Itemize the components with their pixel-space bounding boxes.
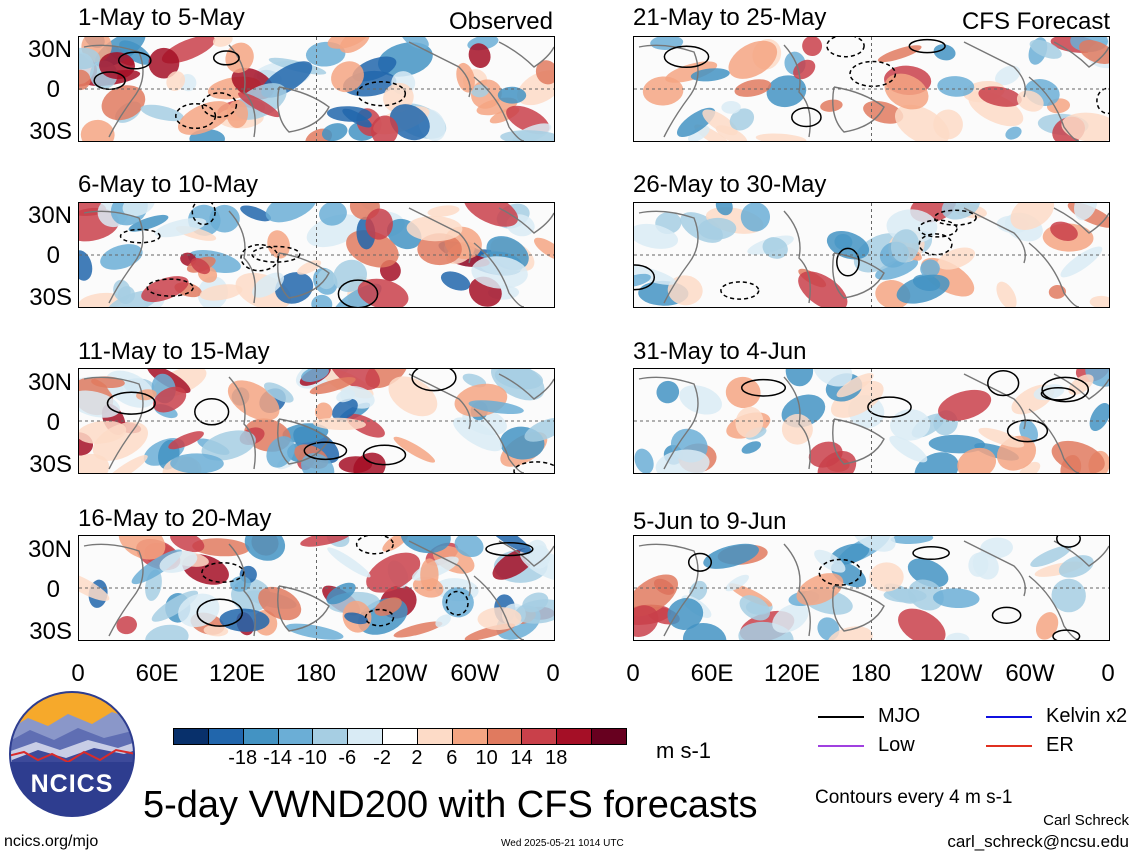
panel-title-4: 16-May to 20-May — [78, 505, 272, 532]
colorbar-tick-label: 2 — [411, 747, 423, 769]
anomaly-map — [634, 37, 1109, 141]
map-panel-forecast-1 — [633, 36, 1110, 142]
contours-note: Contours every 4 m s-1 — [815, 787, 1013, 808]
panel-title-8: 5-Jun to 9-Jun — [633, 508, 787, 535]
xtick: 180 — [850, 660, 892, 687]
colorbar-swatch — [242, 728, 279, 745]
xtick: 0 — [1101, 660, 1115, 687]
author-email[interactable]: carl_schreck@ncsu.edu — [947, 832, 1129, 851]
xtick: 120W — [364, 660, 428, 687]
map-panel-observed-1 — [78, 36, 555, 142]
colorbar-swatch — [347, 728, 384, 745]
anomaly-map — [634, 536, 1109, 640]
xtick: 60W — [1005, 660, 1055, 687]
xtick: 120W — [919, 660, 983, 687]
xtick: 0 — [626, 660, 640, 687]
ytick-30n: 30N — [27, 536, 72, 563]
legend-label-kelvin: Kelvin x2 — [1046, 705, 1128, 727]
logo-text: NCICS — [30, 770, 114, 798]
ytick-30s: 30S — [29, 618, 72, 645]
panel-title-7: 31-May to 4-Jun — [633, 338, 807, 365]
colorbar-tick-label: -18 — [228, 747, 258, 769]
map-panel-forecast-3 — [633, 368, 1110, 474]
panel-title-3: 11-May to 15-May — [78, 338, 270, 365]
timestamp: Wed 2025-05-21 1014 UTC — [501, 838, 624, 849]
colorbar-tick-label: -6 — [338, 747, 357, 769]
colorbar-swatch — [312, 728, 349, 745]
ytick-0: 0 — [46, 409, 60, 436]
map-panel-observed-2 — [78, 202, 555, 308]
colorbar-tick-label: 10 — [475, 747, 498, 769]
colorbar-swatch — [451, 728, 488, 745]
colorbar-swatch — [207, 728, 244, 745]
colorbar — [173, 728, 627, 745]
colorbar-tick-label: -2 — [373, 747, 391, 769]
anomaly-map — [79, 536, 554, 640]
forecast-label: CFS Forecast — [961, 8, 1110, 35]
anomaly-map — [79, 37, 554, 141]
xtick: 60W — [450, 660, 500, 687]
ytick-30s: 30S — [29, 118, 72, 145]
ytick-0: 0 — [46, 576, 60, 603]
xtick: 180 — [295, 660, 337, 687]
legend-label-mjo: MJO — [878, 705, 921, 727]
ytick-30n: 30N — [27, 202, 72, 229]
colorbar-tick-label: 6 — [446, 747, 458, 769]
ncics-logo: NCICS — [8, 690, 136, 818]
ytick-30n: 30N — [27, 369, 72, 396]
ytick-30n: 30N — [27, 36, 72, 63]
colorbar-tick-label: 18 — [545, 747, 568, 769]
xtick: 120E — [763, 660, 821, 687]
legend-line-kelvin — [986, 716, 1032, 718]
colorbar-swatch — [486, 728, 523, 745]
colorbar-swatch — [416, 728, 453, 745]
colorbar-swatch — [556, 728, 593, 745]
legend-line-low — [818, 745, 864, 747]
anomaly-map — [634, 369, 1109, 473]
legend-label-er: ER — [1046, 734, 1074, 756]
map-panel-forecast-4 — [633, 535, 1110, 641]
panel-title-6: 26-May to 30-May — [633, 171, 827, 198]
legend-line-er — [986, 745, 1032, 747]
xtick: 0 — [546, 660, 560, 687]
map-panel-observed-4 — [78, 535, 555, 641]
panel-title-5: 21-May to 25-May — [633, 4, 827, 31]
map-panel-observed-3 — [78, 368, 555, 474]
legend-label-low: Low — [878, 734, 915, 756]
anomaly-map — [79, 203, 554, 307]
colorbar-swatch — [382, 728, 418, 745]
units-label: m s-1 — [656, 738, 711, 763]
colorbar-labels: -18 -14 -10 -6 -2 2 6 10 14 18 — [0, 747, 1135, 773]
observed-label: Observed — [448, 8, 553, 35]
xtick: 60E — [135, 660, 179, 687]
colorbar-swatch — [521, 728, 558, 745]
xtick: 120E — [208, 660, 266, 687]
colorbar-swatch — [591, 728, 627, 745]
panel-title-1: 1-May to 5-May — [78, 4, 245, 31]
colorbar-tick-label: -10 — [297, 747, 327, 769]
colorbar-swatch — [173, 728, 209, 745]
colorbar-tick-label: 14 — [510, 747, 533, 769]
legend-line-mjo — [818, 716, 864, 718]
main-title: 5-day VWND200 with CFS forecasts — [143, 784, 758, 826]
panel-title-2: 6-May to 10-May — [78, 171, 259, 198]
ytick-0: 0 — [46, 76, 60, 103]
map-panel-forecast-2 — [633, 202, 1110, 308]
colorbar-tick-label: -14 — [263, 747, 292, 769]
xtick: 0 — [71, 660, 85, 687]
anomaly-map — [79, 369, 554, 473]
xtick: 60E — [690, 660, 734, 687]
anomaly-map — [634, 203, 1109, 307]
ytick-30s: 30S — [29, 451, 72, 478]
ytick-30s: 30S — [29, 284, 72, 311]
colorbar-swatch — [277, 728, 314, 745]
ytick-0: 0 — [46, 242, 60, 269]
site-url[interactable]: ncics.org/mjo — [4, 833, 99, 850]
author-name: Carl Schreck — [1043, 812, 1129, 829]
